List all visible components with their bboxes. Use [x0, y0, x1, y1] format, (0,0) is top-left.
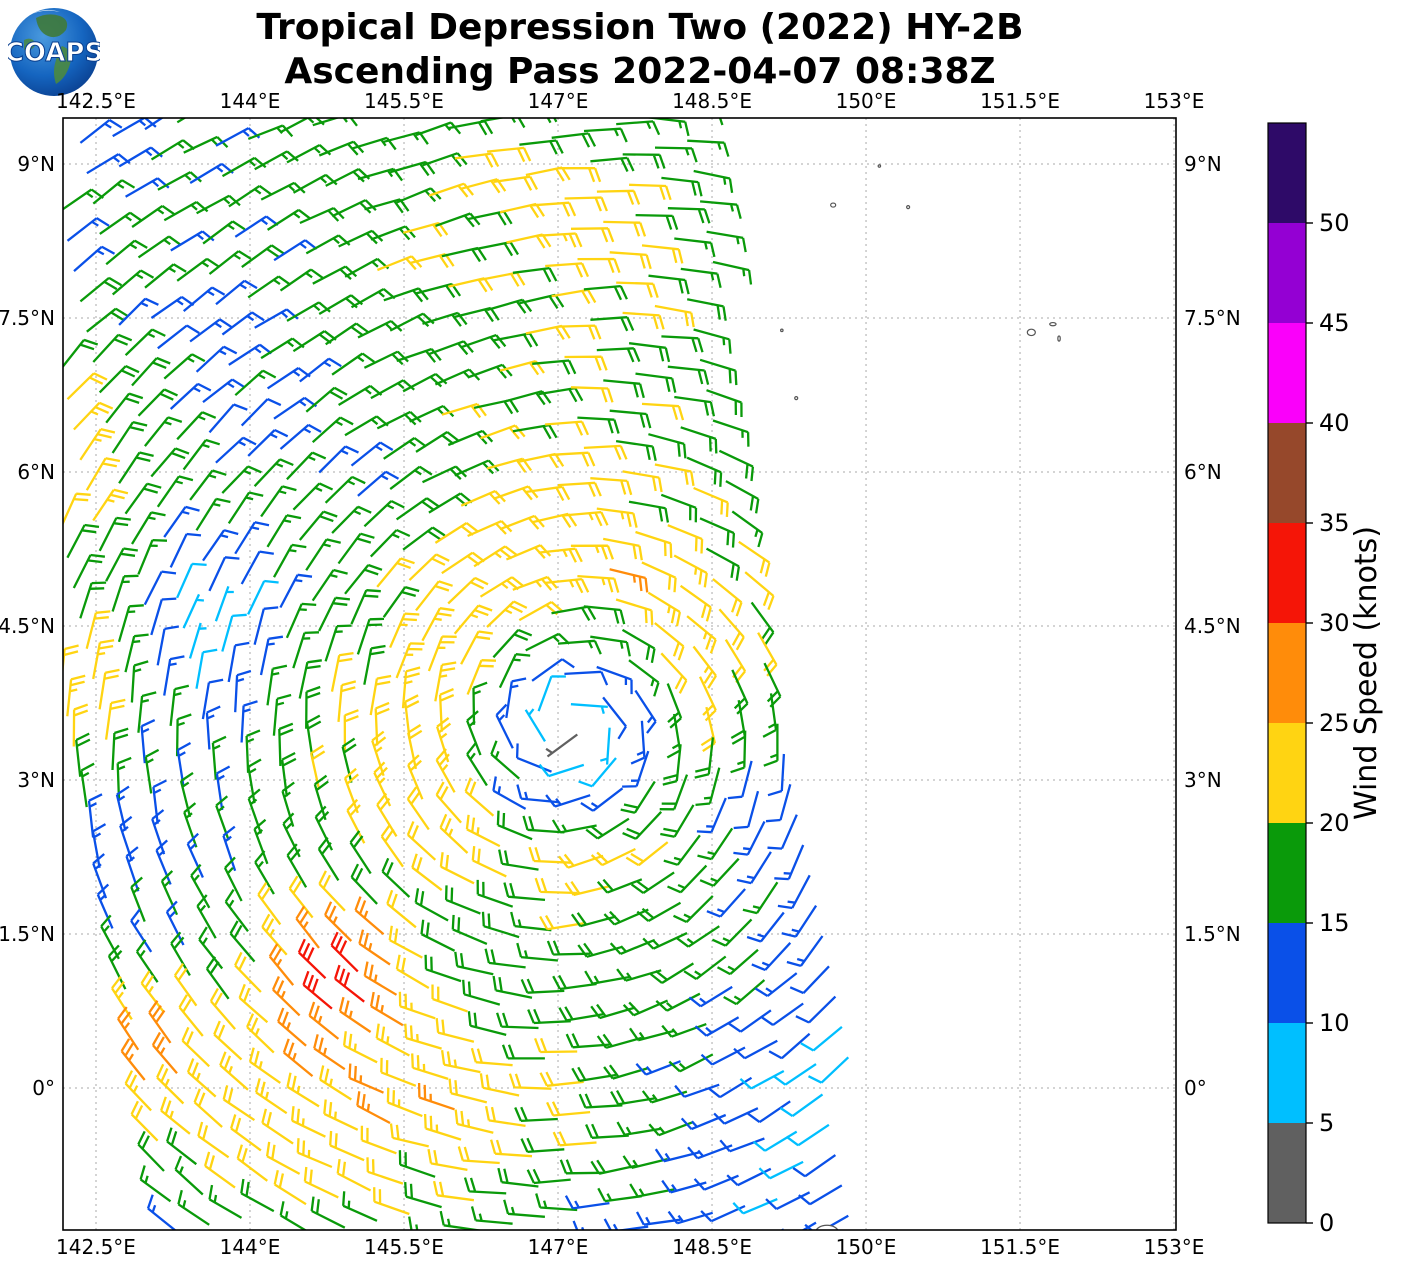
coaps-logo-text: COAPS [8, 38, 100, 68]
x-tick-bottom: 148.5°E [672, 1235, 752, 1259]
colorbar-segment [1268, 423, 1306, 523]
colorbar-tick-label: 10 [1319, 1009, 1350, 1037]
y-tick-left: 0° [32, 1076, 55, 1100]
y-tick-right: 6°N [1184, 460, 1222, 484]
coaps-logo: COAPS [8, 6, 100, 98]
colorbar-tick-label: 15 [1319, 909, 1350, 937]
x-tick-bottom: 147°E [528, 1235, 589, 1259]
colorbar-tick-label: 30 [1319, 609, 1350, 637]
colorbar-segment [1268, 523, 1306, 623]
x-tick-top: 147°E [528, 89, 589, 113]
x-tick-bottom: 151.5°E [980, 1235, 1060, 1259]
y-tick-right: 1.5°N [1184, 922, 1241, 946]
y-tick-left: 4.5°N [0, 614, 55, 638]
x-tick-top: 150°E [836, 89, 897, 113]
colorbar-segment [1268, 1123, 1306, 1223]
y-tick-right: 9°N [1184, 152, 1222, 176]
y-tick-left: 9°N [17, 152, 55, 176]
x-tick-top: 144°E [220, 89, 281, 113]
colorbar-tick-label: 25 [1319, 709, 1350, 737]
y-tick-left: 1.5°N [0, 922, 55, 946]
colorbar-segment [1268, 323, 1306, 423]
y-tick-right: 4.5°N [1184, 614, 1241, 638]
colorbar-segment [1268, 623, 1306, 723]
title-line-2: Ascending Pass 2022-04-07 08:38Z [284, 51, 996, 92]
x-tick-top: 148.5°E [672, 89, 752, 113]
wind-barbs [63, 118, 850, 1230]
coaps-globe-icon: COAPS [8, 8, 100, 96]
y-tick-left: 3°N [17, 768, 55, 792]
island-outlines [780, 164, 1061, 1230]
colorbar-segment [1268, 723, 1306, 823]
colorbar-axis-label: Wind Speed (knots) [1349, 526, 1384, 820]
colorbar-tick-label: 5 [1319, 1109, 1334, 1137]
colorbar-tick-label: 20 [1319, 809, 1350, 837]
colorbar-segment [1268, 1023, 1306, 1123]
colorbar-border [1267, 122, 1307, 1224]
colorbar-tick-label: 40 [1319, 409, 1350, 437]
figure-title: Tropical Depression Two (2022) HY-2B Asc… [0, 6, 1280, 94]
x-tick-top: 153°E [1144, 89, 1205, 113]
x-tick-top: 142.5°E [56, 89, 136, 113]
x-tick-bottom: 145.5°E [364, 1235, 444, 1259]
colorbar-tick-label: 50 [1319, 209, 1350, 237]
y-tick-left: 6°N [17, 460, 55, 484]
x-tick-bottom: 150°E [836, 1235, 897, 1259]
colorbar-segment [1268, 923, 1306, 1023]
title-line-1: Tropical Depression Two (2022) HY-2B [256, 7, 1024, 48]
colorbar-tick-label: 35 [1319, 509, 1350, 537]
y-tick-left: 7.5°N [0, 306, 55, 330]
colorbar-segment [1268, 823, 1306, 923]
colorbar-tick-label: 45 [1319, 309, 1350, 337]
colorbar: 0 5 10 15 20 25 30 35 40 45 50 Wind Speed (knots) [1267, 122, 1384, 1237]
y-tick-right: 3°N [1184, 768, 1222, 792]
colorbar-segment [1268, 223, 1306, 323]
x-tick-bottom: 142.5°E [56, 1235, 136, 1259]
plot-border [62, 117, 1177, 1231]
colorbar-tick-label: 0 [1319, 1209, 1334, 1237]
x-tick-top: 145.5°E [364, 89, 444, 113]
axis-labels: 142.5°E 142.5°E 144°E 144°E 145.5°E 145.5°E 14… [0, 89, 1241, 1259]
y-tick-right: 7.5°N [1184, 306, 1241, 330]
y-tick-right: 0° [1184, 1076, 1207, 1100]
x-tick-top: 151.5°E [980, 89, 1060, 113]
x-tick-bottom: 144°E [220, 1235, 281, 1259]
colorbar-segment [1268, 123, 1306, 223]
x-tick-bottom: 153°E [1144, 1235, 1205, 1259]
